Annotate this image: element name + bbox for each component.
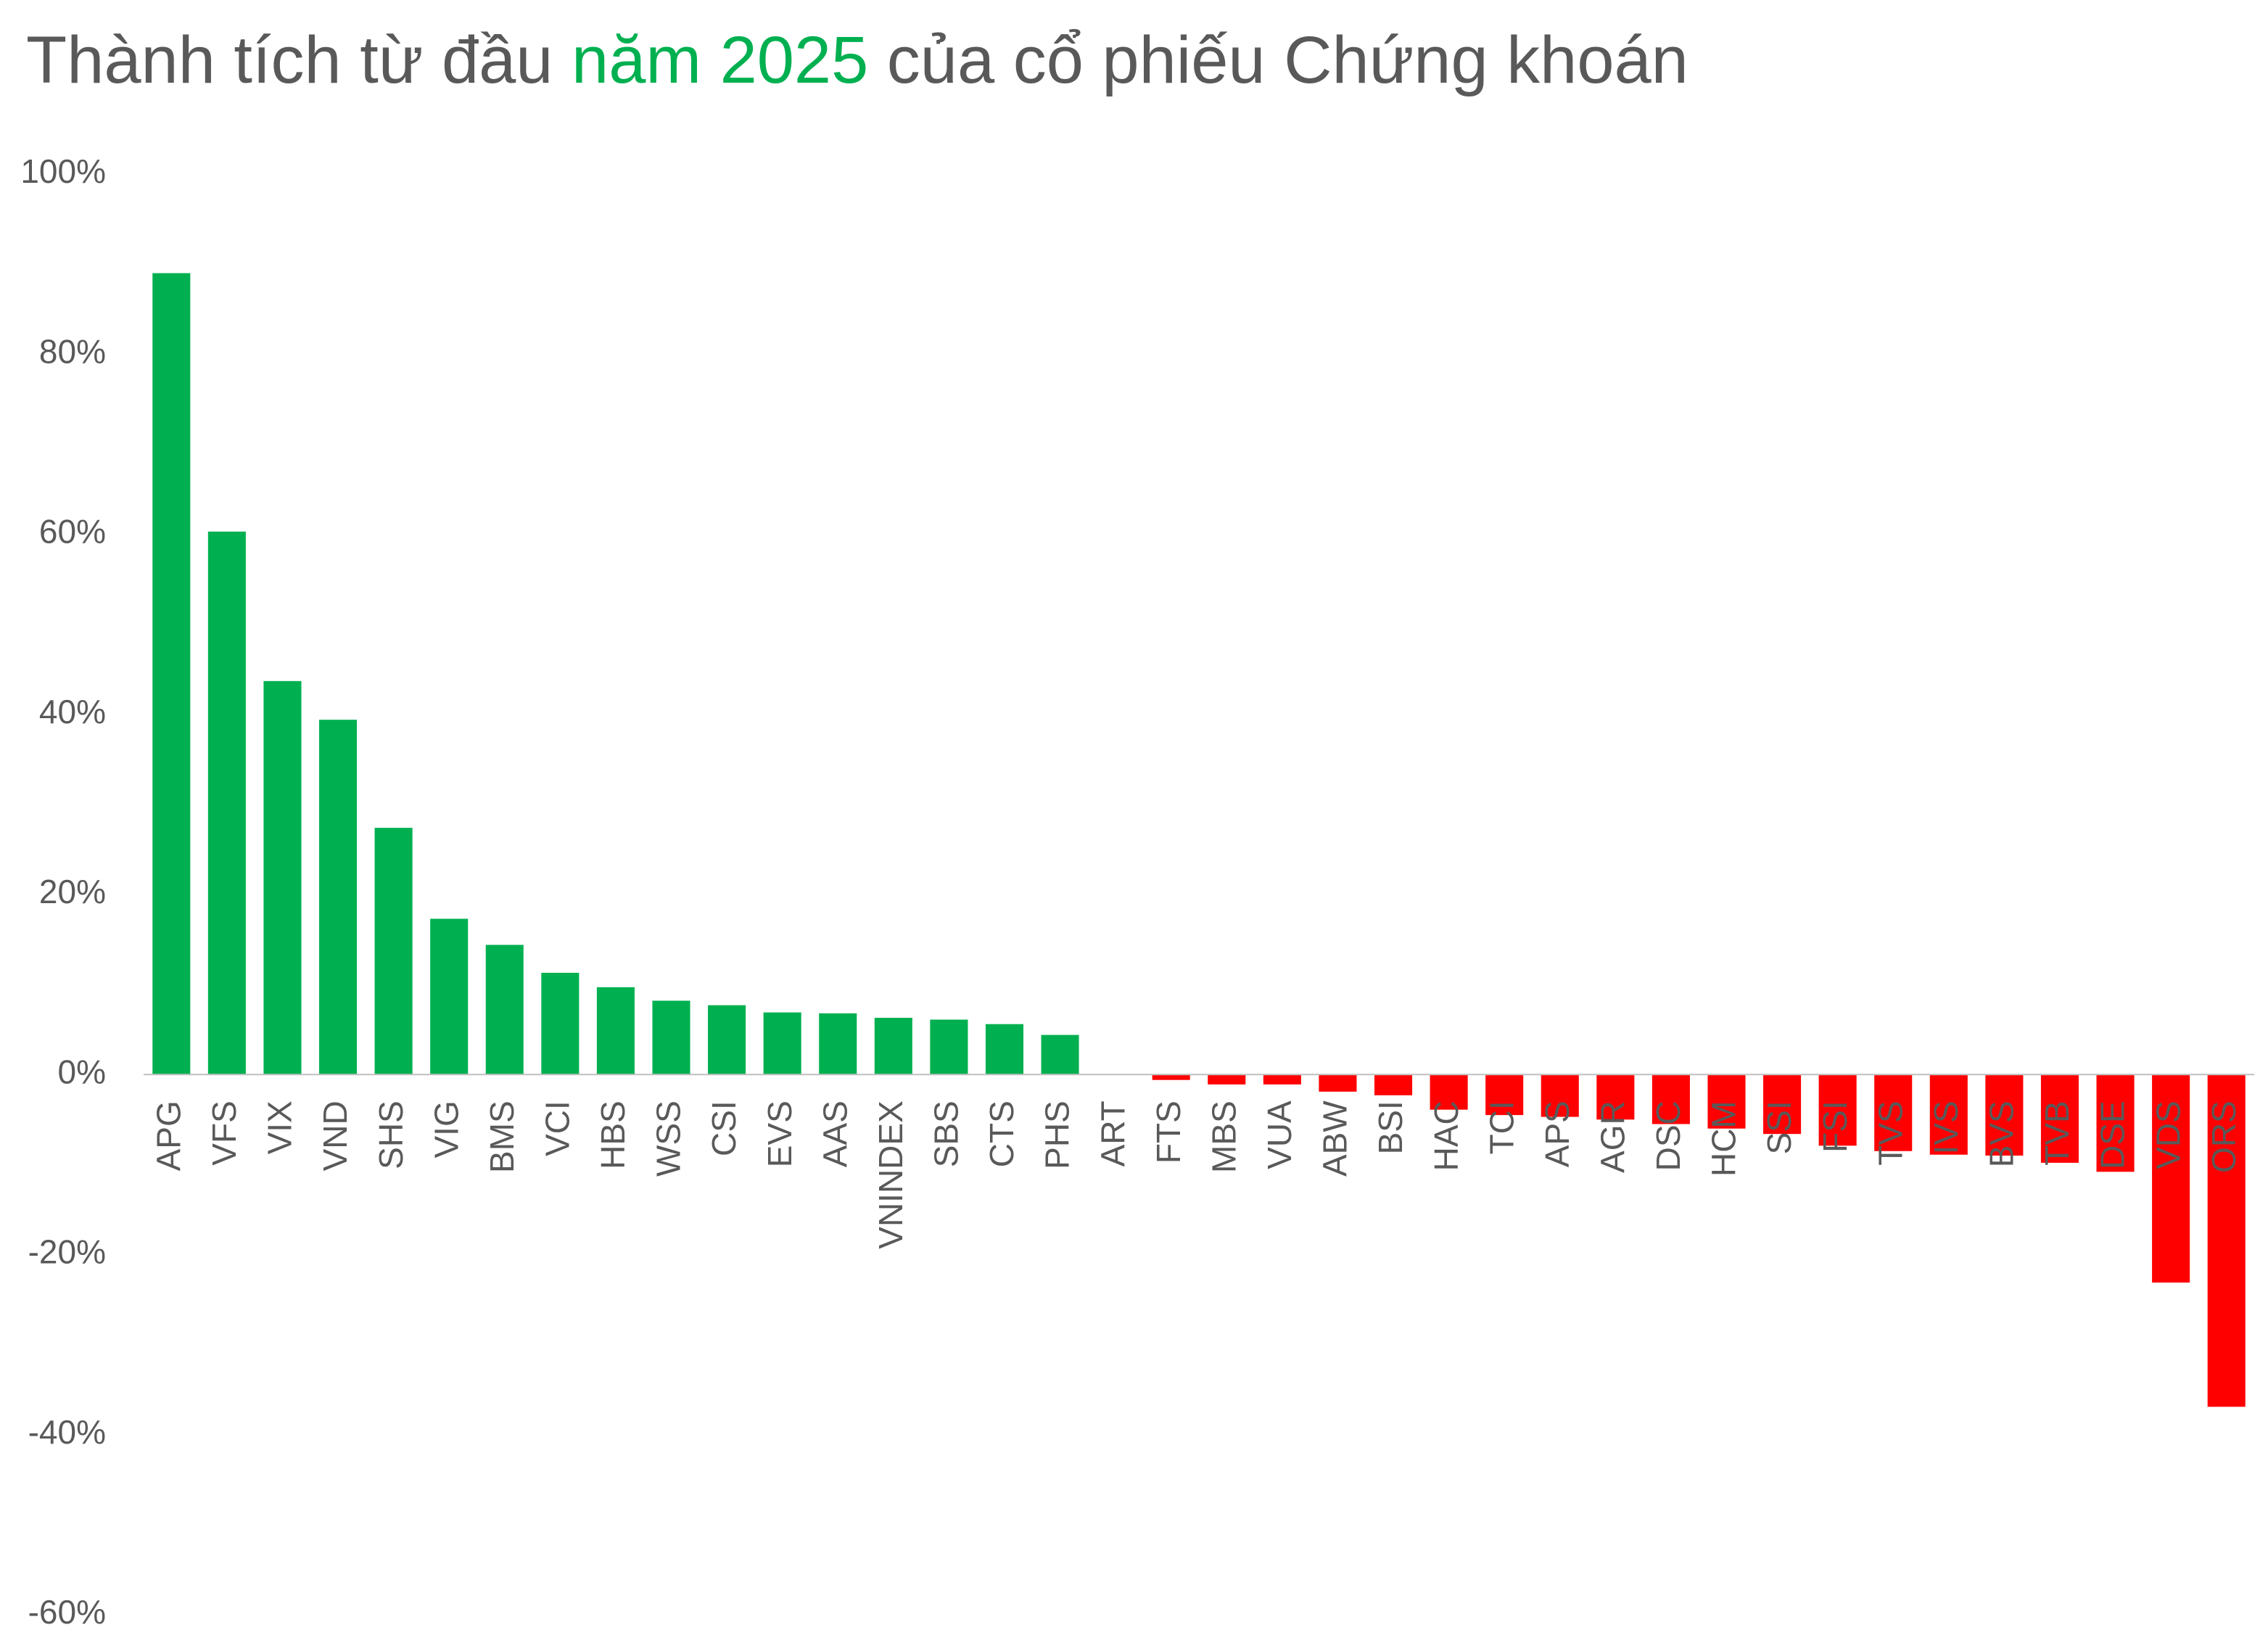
- bar: [263, 680, 302, 1075]
- bar: [1263, 1074, 1301, 1085]
- x-tick-label: VIX: [261, 1100, 299, 1154]
- y-tick-label: 20%: [39, 873, 106, 910]
- title-segment: năm 2025: [572, 23, 868, 97]
- chart-title: Thành tích từ đầu năm 2025 của cổ phiếu …: [26, 23, 1688, 97]
- x-tick-label: DSE: [2094, 1100, 2132, 1169]
- y-tick-label: 100%: [20, 152, 106, 190]
- bar: [1430, 1074, 1468, 1110]
- bar: [1485, 1074, 1524, 1116]
- bar: [1374, 1074, 1413, 1095]
- x-tick-label: BMS: [483, 1100, 521, 1173]
- y-tick-label: -40%: [28, 1413, 106, 1451]
- x-tick-label: WSS: [650, 1100, 688, 1177]
- bar: [1763, 1074, 1802, 1135]
- bar: [318, 720, 358, 1075]
- x-tick-label: FSI: [1816, 1100, 1854, 1153]
- bar: [652, 1000, 690, 1075]
- y-tick-label: -60%: [28, 1593, 106, 1631]
- bar: [1985, 1074, 2024, 1156]
- y-tick-label: 60%: [39, 513, 106, 551]
- bar: [2040, 1074, 2079, 1163]
- bar: [430, 918, 469, 1075]
- x-tick-label: AGR: [1593, 1100, 1631, 1173]
- x-tick-label: TVB: [2038, 1100, 2076, 1165]
- x-tick-label: VIG: [427, 1100, 465, 1158]
- bar: [2096, 1074, 2135, 1172]
- y-tick-label: -20%: [28, 1233, 106, 1271]
- bar: [485, 945, 524, 1075]
- x-tick-label: VFS: [205, 1100, 243, 1165]
- bar: [1651, 1074, 1690, 1124]
- bar: [2152, 1074, 2190, 1283]
- x-tick-label: CTS: [983, 1100, 1020, 1167]
- bar: [1541, 1074, 1579, 1117]
- x-tick-label: IVS: [1927, 1100, 1965, 1154]
- x-tick-label: VNINDEX: [872, 1100, 910, 1248]
- bar: [1041, 1034, 1079, 1075]
- bar: [874, 1018, 912, 1075]
- x-tick-label: HAC: [1427, 1100, 1465, 1171]
- title-segment: Thành tích từ đầu: [26, 23, 572, 97]
- x-tick-label: SBS: [928, 1100, 965, 1167]
- x-tick-label: FTS: [1150, 1100, 1187, 1164]
- bar: [152, 273, 191, 1075]
- x-tick-label: APG: [149, 1100, 187, 1171]
- bar: [1874, 1074, 1913, 1151]
- bar: [819, 1013, 857, 1075]
- bar: [374, 828, 413, 1075]
- bar: [1208, 1074, 1246, 1085]
- x-tick-label: EVS: [761, 1100, 799, 1167]
- x-tick-label: TCI: [1483, 1100, 1520, 1154]
- x-tick-label: HBS: [594, 1100, 632, 1169]
- x-tick-label: BVS: [1983, 1100, 2021, 1167]
- x-tick-label: ORS: [2205, 1100, 2243, 1173]
- x-tick-label: VDS: [2149, 1100, 2187, 1169]
- bar: [763, 1012, 801, 1075]
- x-tick-label: CSI: [705, 1100, 743, 1156]
- bar: [985, 1024, 1024, 1075]
- x-tick-label: VCI: [538, 1100, 576, 1156]
- x-tick-label: DSC: [1649, 1100, 1687, 1171]
- title-segment: của cổ phiếu Chứng khoán: [868, 23, 1688, 97]
- x-tick-label: MBS: [1205, 1100, 1242, 1173]
- x-tick-label: SHS: [372, 1100, 410, 1169]
- bar: [541, 972, 580, 1075]
- bar: [2207, 1074, 2246, 1407]
- x-tick-label: ABW: [1316, 1100, 1354, 1177]
- x-tick-label: ART: [1094, 1100, 1131, 1166]
- bar: [596, 987, 635, 1075]
- x-tick-label: PHS: [1039, 1100, 1076, 1169]
- bar: [1596, 1074, 1635, 1120]
- bar: [708, 1005, 746, 1075]
- bar: [1152, 1074, 1190, 1080]
- x-tick-label: AAS: [816, 1100, 854, 1167]
- bar: [1929, 1074, 1968, 1155]
- x-tick-label: HCM: [1705, 1100, 1743, 1177]
- x-tick-label: TVS: [1871, 1100, 1909, 1165]
- x-tick-label: APS: [1538, 1100, 1576, 1167]
- bar: [1319, 1074, 1357, 1092]
- bar: [1818, 1074, 1857, 1146]
- bar: [930, 1019, 968, 1075]
- y-tick-label: 40%: [39, 693, 106, 731]
- bar: [207, 531, 246, 1075]
- y-tick-label: 0%: [58, 1053, 106, 1090]
- x-tick-label: VUA: [1261, 1100, 1298, 1169]
- x-tick-label: BSI: [1372, 1100, 1409, 1154]
- y-tick-label: 80%: [39, 332, 106, 370]
- bar: [1707, 1074, 1746, 1129]
- x-tick-label: SSI: [1760, 1100, 1798, 1154]
- x-tick-label: VND: [316, 1100, 354, 1171]
